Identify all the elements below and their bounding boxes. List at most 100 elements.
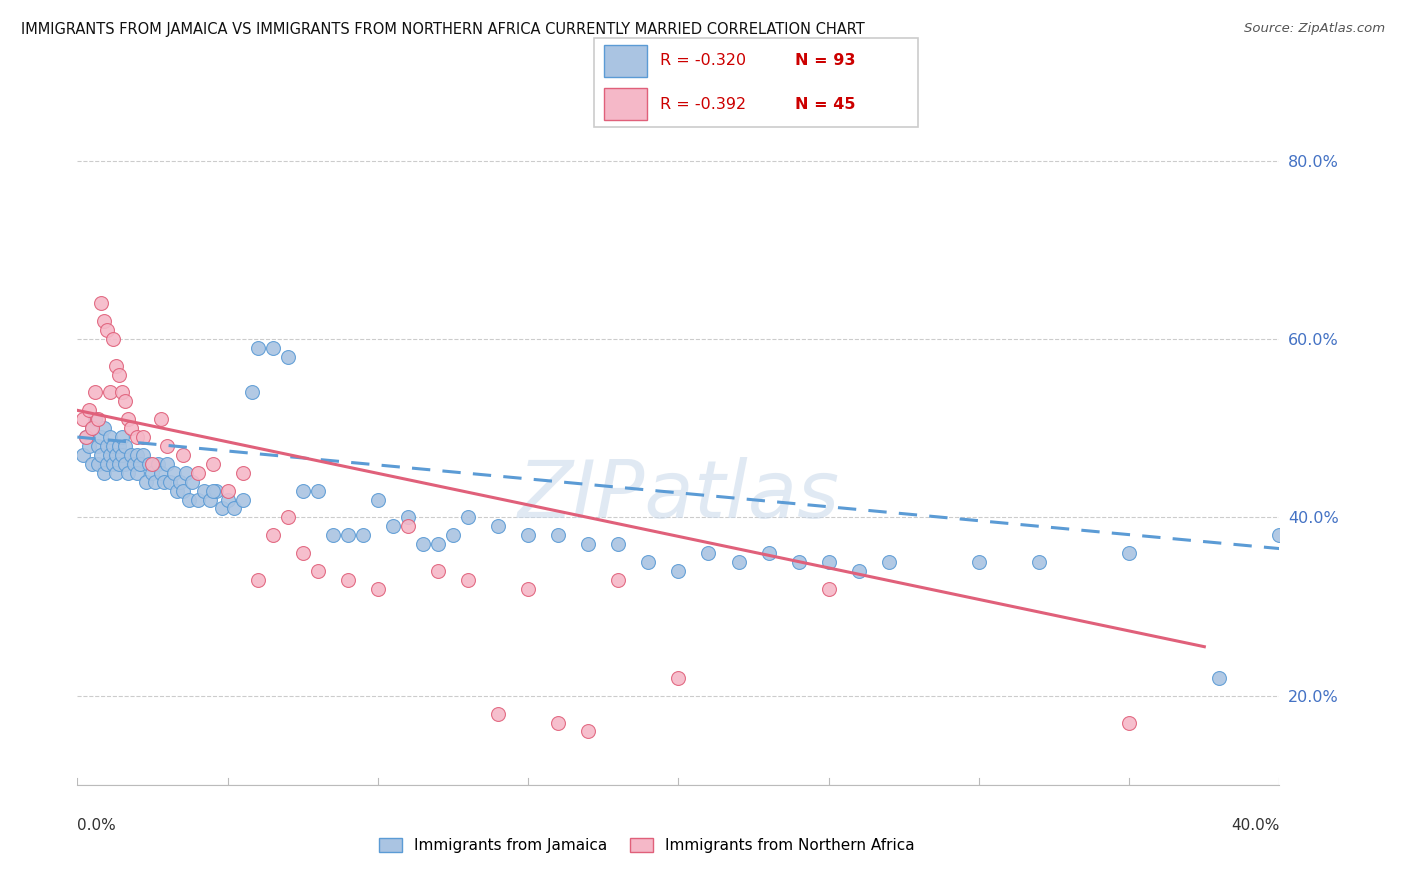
- Text: 0.0%: 0.0%: [77, 818, 117, 832]
- Point: [135, 475, 157, 489]
- Point: [817, 555, 839, 569]
- Point: [124, 457, 146, 471]
- Point: [457, 573, 479, 587]
- Point: [127, 448, 149, 462]
- Text: N = 93: N = 93: [796, 54, 856, 69]
- Point: [201, 457, 224, 471]
- Point: [148, 457, 170, 471]
- Point: [1118, 715, 1140, 730]
- Point: [277, 510, 299, 524]
- Text: R = -0.392: R = -0.392: [659, 96, 747, 112]
- Point: [177, 492, 200, 507]
- Point: [427, 564, 450, 578]
- Point: [576, 537, 599, 551]
- Point: [114, 439, 136, 453]
- Point: [132, 448, 155, 462]
- Point: [486, 519, 509, 533]
- Point: [108, 368, 131, 382]
- Point: [87, 412, 110, 426]
- Point: [232, 466, 254, 480]
- Point: [441, 528, 464, 542]
- Point: [93, 466, 115, 480]
- Point: [79, 439, 101, 453]
- Point: [93, 421, 115, 435]
- Point: [82, 421, 104, 435]
- Point: [100, 448, 122, 462]
- Point: [150, 466, 173, 480]
- Point: [87, 457, 110, 471]
- Point: [787, 555, 810, 569]
- Point: [486, 706, 509, 721]
- Point: [217, 492, 239, 507]
- Point: [114, 394, 136, 409]
- Point: [291, 546, 314, 560]
- Point: [367, 582, 389, 596]
- Point: [156, 457, 179, 471]
- Point: [145, 475, 167, 489]
- Point: [111, 448, 134, 462]
- Point: [336, 528, 359, 542]
- Point: [105, 359, 128, 373]
- Point: [396, 510, 419, 524]
- Point: [103, 332, 125, 346]
- Point: [547, 528, 569, 542]
- Point: [159, 475, 181, 489]
- Point: [166, 483, 188, 498]
- Point: [262, 341, 284, 355]
- Point: [607, 573, 630, 587]
- Point: [132, 430, 155, 444]
- Point: [547, 715, 569, 730]
- Point: [517, 528, 540, 542]
- Point: [169, 475, 191, 489]
- Point: [668, 564, 690, 578]
- Legend: Immigrants from Jamaica, Immigrants from Northern Africa: Immigrants from Jamaica, Immigrants from…: [373, 832, 921, 859]
- Point: [817, 582, 839, 596]
- Point: [100, 430, 122, 444]
- Point: [848, 564, 870, 578]
- Point: [758, 546, 780, 560]
- Text: R = -0.320: R = -0.320: [659, 54, 747, 69]
- Point: [457, 510, 479, 524]
- Point: [127, 466, 149, 480]
- Point: [1208, 671, 1230, 685]
- Point: [607, 537, 630, 551]
- Point: [187, 492, 209, 507]
- Point: [162, 466, 184, 480]
- Point: [204, 483, 226, 498]
- Point: [187, 466, 209, 480]
- Point: [336, 573, 359, 587]
- Point: [668, 671, 690, 685]
- Point: [637, 555, 659, 569]
- Point: [193, 483, 215, 498]
- Point: [877, 555, 900, 569]
- Point: [111, 430, 134, 444]
- Point: [75, 430, 97, 444]
- Point: [217, 483, 239, 498]
- Point: [727, 555, 749, 569]
- Point: [111, 385, 134, 400]
- Point: [1118, 546, 1140, 560]
- Point: [93, 314, 115, 328]
- Point: [96, 457, 118, 471]
- Point: [576, 724, 599, 739]
- Point: [412, 537, 434, 551]
- FancyBboxPatch shape: [603, 88, 647, 120]
- Point: [141, 466, 163, 480]
- Point: [105, 448, 128, 462]
- Point: [141, 457, 163, 471]
- Point: [367, 492, 389, 507]
- Point: [105, 466, 128, 480]
- Point: [84, 412, 107, 426]
- Point: [127, 430, 149, 444]
- Point: [117, 412, 139, 426]
- Text: IMMIGRANTS FROM JAMAICA VS IMMIGRANTS FROM NORTHERN AFRICA CURRENTLY MARRIED COR: IMMIGRANTS FROM JAMAICA VS IMMIGRANTS FR…: [21, 22, 865, 37]
- Point: [240, 385, 263, 400]
- Point: [84, 385, 107, 400]
- Point: [1268, 528, 1291, 542]
- Point: [201, 483, 224, 498]
- Point: [174, 466, 197, 480]
- Point: [82, 421, 104, 435]
- Point: [246, 573, 269, 587]
- Point: [108, 439, 131, 453]
- Point: [517, 582, 540, 596]
